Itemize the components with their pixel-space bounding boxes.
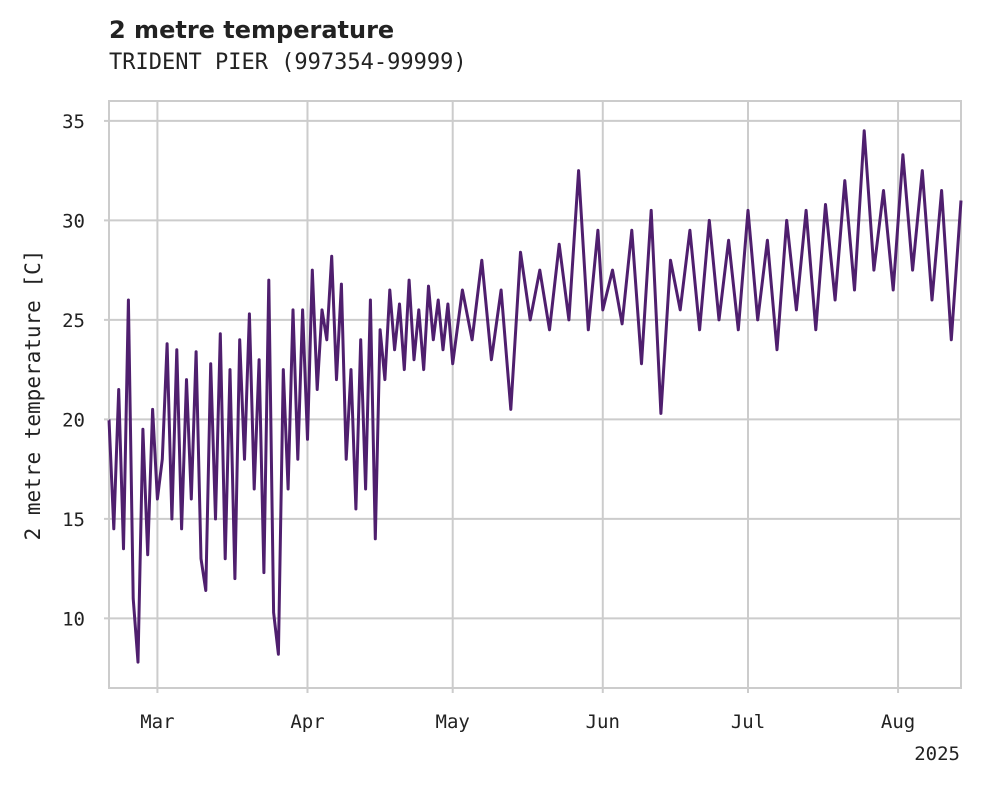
- grid-lines: [109, 101, 961, 688]
- y-axis-label: 2 metre temperature [C]: [21, 250, 45, 541]
- chart-subtitle: TRIDENT PIER (997354-99999): [109, 50, 467, 75]
- temperature-series-line: [107, 129, 963, 664]
- x-axis: Mar Apr May Jun Jul Aug: [140, 688, 915, 733]
- y-tick-label: 20: [62, 409, 85, 431]
- plot-area: [108, 100, 962, 689]
- y-tick-label: 25: [62, 310, 85, 332]
- y-tick-label: 35: [62, 111, 85, 133]
- series-layer: [107, 129, 963, 664]
- y-tick-label: 30: [62, 210, 85, 232]
- y-tick-label: 10: [62, 608, 85, 630]
- x-tick-label: Aug: [881, 711, 915, 733]
- chart-title: 2 metre temperature: [109, 16, 395, 44]
- x-tick-label: Mar: [140, 711, 174, 733]
- x-tick-label: May: [436, 711, 470, 733]
- x-tick-label: Jun: [586, 711, 620, 733]
- y-axis: 10 15 20 25 30 35: [62, 111, 109, 630]
- x-tick-label: Apr: [290, 711, 324, 733]
- y-tick-label: 15: [62, 509, 85, 531]
- x-tick-label: Jul: [731, 711, 765, 733]
- x-axis-year-label: 2025: [914, 743, 960, 765]
